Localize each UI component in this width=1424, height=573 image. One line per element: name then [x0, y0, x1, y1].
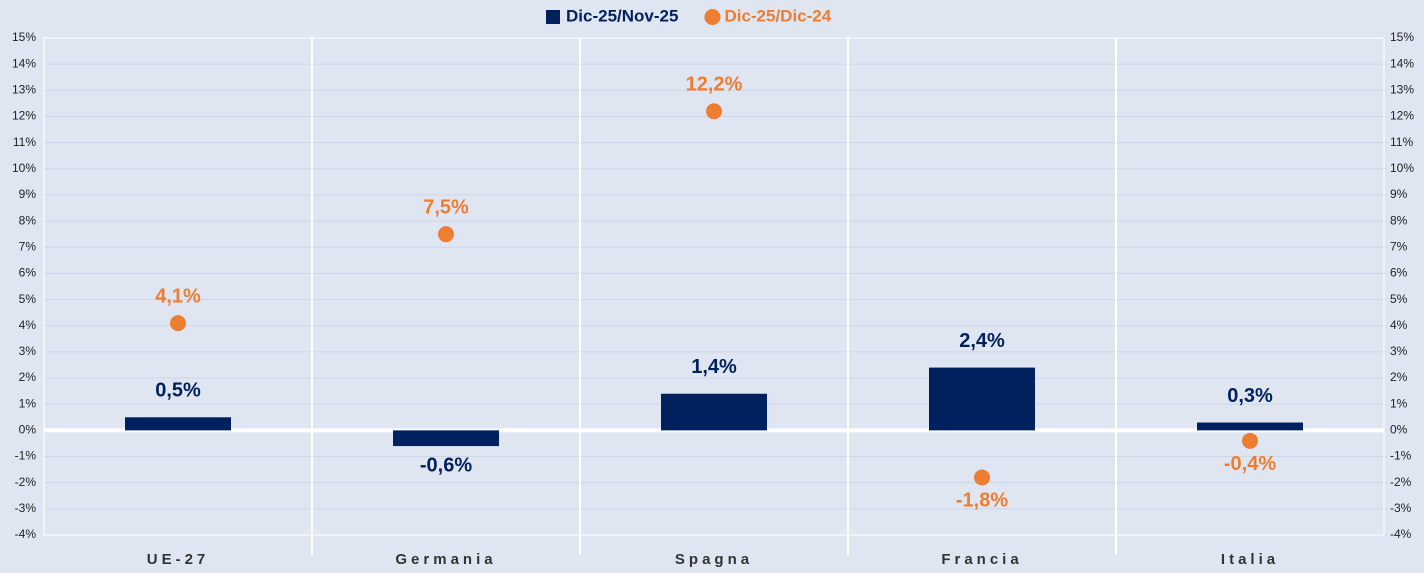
dot-value-label: 7,5% — [423, 196, 469, 218]
bar-value-label: -0,6% — [420, 454, 472, 476]
dot — [170, 315, 186, 332]
y2-tick-label: 6% — [1390, 266, 1408, 280]
dot — [974, 469, 990, 486]
y-tick-label: 5% — [19, 292, 37, 306]
y-tick-label: 6% — [19, 266, 37, 280]
y-tick-label: 2% — [19, 370, 37, 384]
y2-tick-label: 7% — [1390, 239, 1408, 253]
y-tick-label: 11% — [13, 135, 36, 149]
y2-tick-label: 2% — [1390, 370, 1408, 384]
dot — [706, 103, 722, 120]
bar — [661, 393, 767, 431]
bar-value-label: 0,3% — [1227, 385, 1273, 407]
y-tick-label: 10% — [12, 161, 36, 175]
y2-tick-label: 4% — [1390, 318, 1408, 332]
x-tick-label: Italia — [1221, 551, 1279, 568]
y-tick-label: 13% — [12, 82, 36, 96]
legend-marker — [546, 10, 560, 24]
x-tick-label: UE-27 — [147, 551, 210, 568]
y-tick-label: 14% — [12, 56, 36, 70]
dot — [438, 226, 454, 243]
y2-tick-label: 5% — [1390, 292, 1408, 306]
y-tick-label: 15% — [12, 30, 36, 44]
x-tick-label: Germania — [395, 551, 496, 568]
bar-value-label: 2,4% — [959, 330, 1005, 352]
y2-tick-label: -1% — [1390, 449, 1412, 463]
y2-tick-label: -3% — [1390, 501, 1412, 515]
y-tick-label: 7% — [19, 239, 37, 253]
y2-tick-label: 9% — [1390, 187, 1408, 201]
bar-value-label: 1,4% — [691, 356, 737, 378]
plot-border — [43, 37, 1385, 536]
y-tick-label: -2% — [15, 475, 37, 489]
y2-tick-label: -4% — [1390, 527, 1412, 541]
y2-tick-label: 13% — [1390, 82, 1414, 96]
y-tick-label: 1% — [19, 396, 37, 410]
y2-tick-label: 8% — [1390, 213, 1408, 227]
y2-tick-label: -2% — [1390, 475, 1412, 489]
legend-marker — [704, 9, 721, 25]
legend-label: Dic-25/Nov-25 — [566, 6, 678, 25]
y2-tick-label: 15% — [1390, 30, 1414, 44]
y2-tick-label: 10% — [1390, 161, 1414, 175]
y2-tick-label: 11% — [1390, 135, 1413, 149]
y-tick-label: 8% — [19, 213, 37, 227]
y-tick-label: 12% — [12, 109, 36, 123]
y-tick-label: 3% — [19, 344, 37, 358]
bar — [1197, 422, 1303, 431]
y-tick-label: -3% — [15, 501, 37, 515]
bar — [125, 417, 231, 431]
y2-tick-label: 0% — [1390, 423, 1408, 437]
y2-tick-label: 1% — [1390, 396, 1408, 410]
y2-tick-label: 12% — [1390, 109, 1414, 123]
dot-value-label: -1,8% — [956, 490, 1008, 512]
y-tick-label: -1% — [15, 449, 37, 463]
dot-value-label: 4,1% — [155, 285, 201, 307]
bar-value-label: 0,5% — [155, 380, 201, 402]
y-tick-label: -4% — [15, 527, 37, 541]
dot-value-label: -0,4% — [1224, 453, 1276, 475]
x-tick-label: Francia — [941, 551, 1022, 568]
y-tick-label: 0% — [19, 423, 37, 437]
legend-label: Dic-25/Dic-24 — [724, 6, 831, 25]
bar — [929, 367, 1035, 431]
y-tick-label: 4% — [19, 318, 37, 332]
bar — [393, 430, 499, 447]
y2-tick-label: 3% — [1390, 344, 1408, 358]
dot — [1242, 432, 1258, 449]
dot-value-label: 12,2% — [686, 74, 743, 96]
y-tick-label: 9% — [19, 187, 37, 201]
y2-tick-label: 14% — [1390, 56, 1414, 70]
x-tick-label: Spagna — [675, 551, 753, 568]
